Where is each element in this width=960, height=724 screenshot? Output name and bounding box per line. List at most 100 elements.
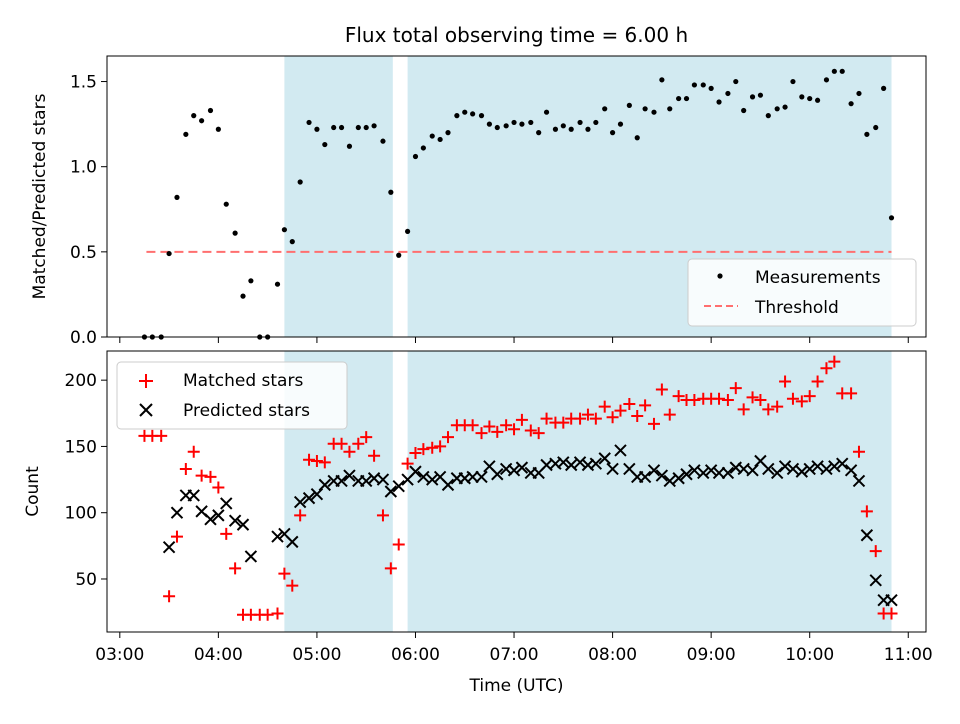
- predicted-star-point: [869, 574, 882, 587]
- legend-predicted-marker: [139, 403, 153, 417]
- measurement-point: [486, 121, 492, 127]
- measurement-points: [141, 68, 895, 340]
- predicted-star-point: [688, 464, 701, 477]
- top-legend-box: [687, 258, 917, 327]
- matched-star-point: [220, 527, 233, 540]
- matched-star-point: [589, 412, 602, 425]
- matched-star-point: [631, 409, 644, 422]
- matched-star-point: [655, 383, 668, 396]
- x-tick-label: 11:00: [884, 645, 933, 665]
- x-tick-label: 05:00: [292, 645, 341, 665]
- measurement-point: [289, 239, 295, 245]
- matched-star-point: [310, 455, 323, 468]
- matched-star-point: [524, 424, 537, 437]
- measurement-point: [396, 252, 402, 258]
- predicted-star-point: [803, 462, 816, 476]
- measurement-point: [725, 90, 731, 97]
- predicted-stars-points: [162, 444, 898, 607]
- predicted-star-point: [244, 550, 258, 563]
- measurement-point: [552, 126, 559, 132]
- predicted-star-point: [335, 474, 348, 488]
- y-tick-label: 0.0: [70, 328, 97, 348]
- legend-measurements-label: Measurements: [755, 268, 881, 288]
- measurement-point: [659, 77, 665, 83]
- matched-star-point: [360, 431, 373, 444]
- matched-star-point: [795, 395, 808, 408]
- measurement-point: [617, 121, 624, 127]
- predicted-star-point: [392, 479, 405, 493]
- matched-star-point: [721, 394, 734, 407]
- predicted-star-point: [589, 457, 603, 470]
- matched-star-point: [557, 416, 570, 429]
- top-legend: Measurements Threshold: [687, 258, 917, 327]
- predicted-star-point: [170, 506, 184, 519]
- measurement-point: [716, 99, 722, 105]
- predicted-star-point: [762, 462, 775, 476]
- predicted-star-point: [712, 466, 726, 480]
- predicted-star-point: [844, 464, 858, 477]
- measurement-point: [363, 124, 369, 131]
- predicted-star-point: [852, 474, 866, 488]
- matched-star-point: [294, 509, 307, 522]
- chart-title: Flux total observing time = 6.00 h: [345, 23, 688, 47]
- legend-measurements-marker: [717, 273, 723, 279]
- matched-star-point: [508, 423, 521, 436]
- predicted-star-point: [820, 462, 833, 476]
- matched-star-point: [352, 437, 365, 450]
- matched-star-point: [860, 505, 873, 518]
- matched-star-point: [820, 362, 833, 375]
- matched-star-point: [483, 420, 496, 433]
- predicted-star-point: [466, 470, 479, 484]
- measurement-point: [429, 133, 435, 139]
- predicted-star-point: [573, 456, 587, 469]
- matched-star-point: [729, 382, 742, 395]
- predicted-star-point: [697, 466, 710, 480]
- measurement-point: [602, 106, 608, 112]
- matched-star-point: [623, 398, 636, 411]
- measurement-point: [404, 228, 411, 235]
- matched-star-point: [286, 579, 299, 592]
- matched-star-point: [417, 443, 430, 456]
- measurement-point: [322, 141, 328, 148]
- bottom-y-ticks: 50 100 150 200: [65, 371, 107, 590]
- matched-star-point: [204, 470, 217, 483]
- matched-star-point: [688, 394, 701, 407]
- predicted-star-point: [557, 456, 570, 469]
- measurement-point: [609, 130, 616, 136]
- bottom-legend: Matched stars Predicted stars: [116, 361, 348, 430]
- measurement-point: [191, 113, 197, 119]
- predicted-star-point: [564, 458, 578, 472]
- top-y-ticks: 0.0 0.5 1.0 1.5: [70, 73, 107, 348]
- shaded-interval-0: [284, 56, 393, 337]
- matched-star-point: [409, 447, 422, 460]
- matched-star-point: [852, 445, 865, 458]
- measurement-point: [634, 135, 640, 141]
- matched-star-point: [598, 400, 611, 413]
- measurement-point: [560, 123, 566, 129]
- predicted-star-point: [860, 529, 874, 542]
- predicted-star-point: [271, 530, 284, 543]
- x-tick-label: 04:00: [194, 645, 243, 665]
- measurement-point: [274, 281, 281, 287]
- predicted-star-point: [359, 474, 373, 488]
- bottom-y-axis-label: Count: [23, 466, 43, 517]
- measurement-point: [593, 119, 599, 126]
- measurement-point: [371, 123, 377, 129]
- predicted-star-point: [836, 457, 849, 470]
- measurement-point: [232, 230, 238, 236]
- matched-star-point: [606, 411, 619, 424]
- measurement-point: [733, 78, 739, 85]
- measurement-point: [355, 124, 361, 131]
- measurement-point: [782, 104, 788, 110]
- matched-star-point: [746, 391, 759, 404]
- measurement-point: [774, 106, 780, 112]
- matched-star-point: [278, 567, 291, 580]
- measurement-point: [494, 124, 500, 131]
- x-tick-label: 03:00: [95, 645, 144, 665]
- measurement-point: [823, 77, 830, 83]
- predicted-star-point: [426, 473, 439, 486]
- measurement-point: [839, 68, 845, 74]
- measurement-point: [166, 250, 172, 257]
- predicted-star-point: [795, 465, 809, 478]
- predicted-star-point: [228, 514, 242, 527]
